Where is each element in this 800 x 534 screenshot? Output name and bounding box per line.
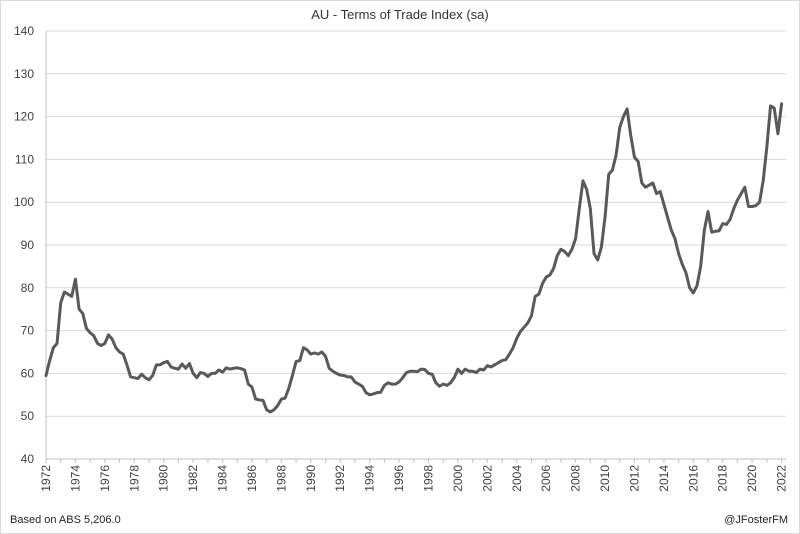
x-tick-label: 1982	[186, 465, 200, 492]
y-tick-label: 120	[14, 110, 34, 124]
y-tick-label: 90	[21, 238, 35, 252]
x-tick-label: 1994	[363, 465, 377, 492]
x-tick-label: 1974	[68, 465, 82, 492]
x-tick-label: 1976	[98, 465, 112, 492]
author-handle: @JFosterFM	[724, 514, 788, 526]
x-tick-label: 2008	[569, 465, 583, 492]
y-tick-label: 130	[14, 67, 34, 81]
x-tick-label: 2012	[627, 465, 641, 492]
x-tick-label: 1992	[333, 465, 347, 492]
series-line	[44, 102, 784, 414]
x-tick-label: 1988	[274, 465, 288, 492]
x-tick-label: 1972	[39, 465, 53, 492]
y-tick-label: 80	[21, 281, 35, 295]
x-tick-label: 1998	[422, 465, 436, 492]
x-tick-label: 2016	[686, 465, 700, 492]
x-tick-label: 1990	[304, 465, 318, 492]
x-tick-label: 2020	[745, 465, 759, 492]
x-tick-label: 2014	[657, 465, 671, 492]
y-tick-label: 60	[21, 366, 35, 380]
x-tick-label: 2022	[775, 465, 789, 492]
x-tick-label: 1978	[127, 465, 141, 492]
x-tick-label: 1980	[157, 465, 171, 492]
x-tick-label: 2010	[598, 465, 612, 492]
x-tick-label: 1986	[245, 465, 259, 492]
x-tick-label: 1996	[392, 465, 406, 492]
x-tick-label: 2018	[716, 465, 730, 492]
x-tick-label: 2000	[451, 465, 465, 492]
y-tick-label: 110	[15, 152, 34, 166]
x-tick-label: 2002	[480, 465, 494, 492]
y-tick-label: 140	[14, 24, 34, 38]
y-tick-label: 50	[21, 409, 35, 423]
chart-title: AU - Terms of Trade Index (sa)	[311, 7, 489, 22]
source-note: Based on ABS 5,206.0	[10, 514, 121, 526]
y-tick-label: 100	[14, 195, 34, 209]
x-tick-label: 2006	[539, 465, 553, 492]
x-tick-label: 1984	[216, 465, 230, 492]
x-tick-label: 2004	[510, 465, 524, 492]
y-tick-label: 40	[21, 452, 35, 466]
y-tick-label: 70	[21, 324, 35, 338]
